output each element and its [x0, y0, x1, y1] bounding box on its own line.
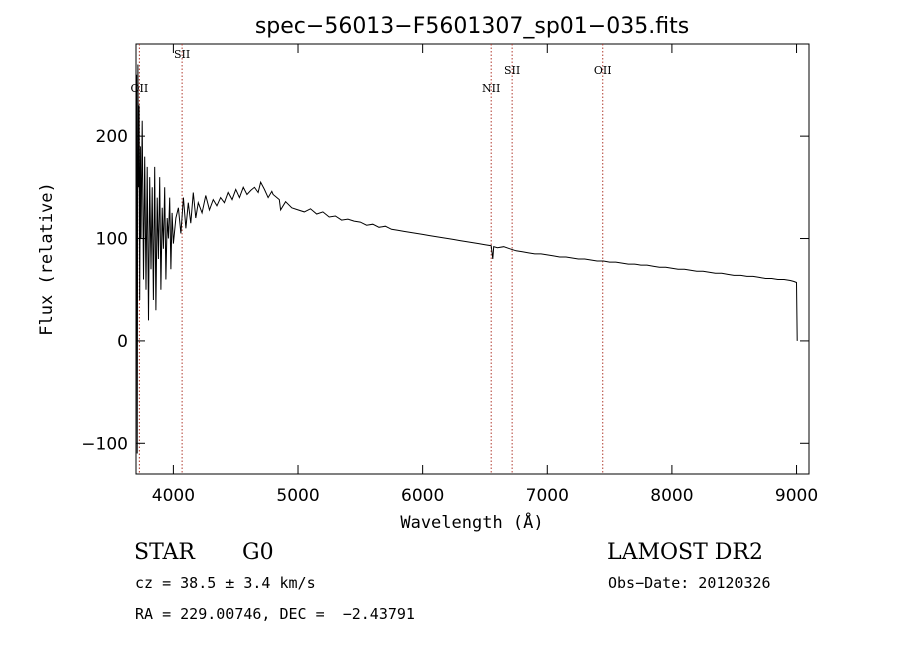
- emission-line-label: OII: [131, 82, 149, 95]
- x-tick-label: 7000: [526, 486, 569, 506]
- axis-ticks: 4000 5000 6000 7000 8000 9000 −100 0 100 200: [81, 44, 818, 506]
- x-tick-label: 8000: [650, 486, 693, 506]
- y-tick-label: 200: [96, 127, 128, 147]
- x-tick-label: 4000: [152, 486, 195, 506]
- x-tick-label: 9000: [775, 486, 818, 506]
- x-axis-label: Wavelength (Å): [400, 511, 543, 533]
- emission-lines: OII SII NII SII OII: [131, 44, 612, 474]
- y-tick-label: 100: [96, 230, 128, 250]
- coordinates-text: RA = 229.00746, DEC = −2.43791: [135, 605, 415, 623]
- x-tick-label: 5000: [276, 486, 319, 506]
- emission-line-label: SII: [504, 64, 520, 77]
- emission-line-label: NII: [482, 82, 500, 95]
- obs-date-text: Obs−Date: 20120326: [608, 574, 771, 592]
- emission-line-label: OII: [594, 64, 612, 77]
- emission-line-label: SII: [174, 48, 190, 61]
- y-tick-label: 0: [117, 332, 128, 352]
- y-tick-label: −100: [81, 434, 128, 454]
- chart-title: spec−56013−F5601307_sp01−035.fits: [255, 14, 689, 39]
- object-subclass: G0: [242, 540, 274, 565]
- x-tick-label: 6000: [401, 486, 444, 506]
- object-class: STAR: [134, 540, 195, 565]
- plot-frame: [135, 43, 810, 475]
- redshift-text: cz = 38.5 ± 3.4 km/s: [135, 574, 316, 592]
- survey-name: LAMOST DR2: [607, 540, 763, 565]
- y-axis-label: Flux (relative): [37, 182, 57, 336]
- spectrum-line: [135, 64, 798, 454]
